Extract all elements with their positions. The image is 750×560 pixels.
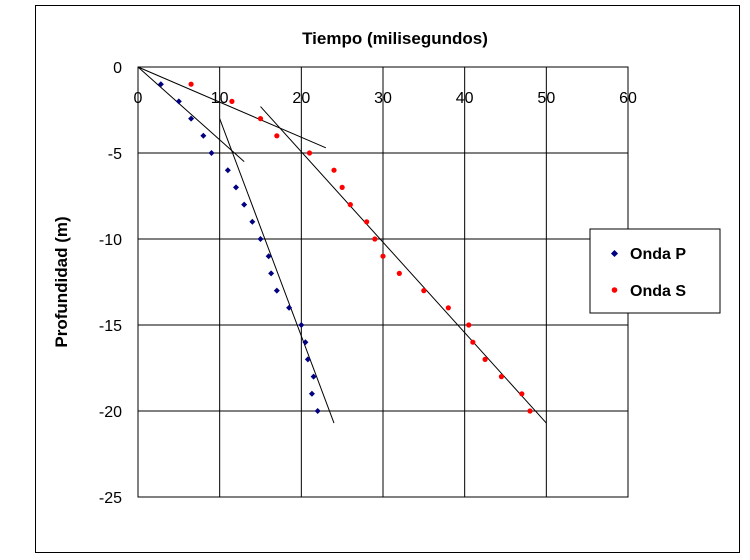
- data-point-onda-s: [339, 184, 345, 190]
- data-point-onda-s: [257, 116, 264, 122]
- data-point-onda-s: [372, 236, 378, 242]
- trendline: [260, 106, 547, 424]
- data-point-onda-p: [157, 81, 164, 88]
- data-point-onda-p: [257, 236, 264, 242]
- legend-marker-onda-p: [610, 249, 619, 258]
- data-point-onda-s: [421, 288, 427, 294]
- data-point-onda-s: [306, 150, 313, 156]
- data-point-onda-s: [445, 305, 451, 311]
- x-tick-label: 40: [456, 90, 474, 107]
- y-tick-label: 0: [113, 60, 122, 77]
- y-tick-label: -10: [99, 232, 122, 249]
- data-point-onda-s: [527, 408, 533, 414]
- data-point-onda-s: [396, 270, 402, 276]
- data-point-onda-p: [188, 115, 195, 122]
- legend-marker-onda-s: [611, 287, 618, 293]
- data-point-onda-p: [268, 270, 275, 277]
- data-point-onda-p: [310, 373, 317, 380]
- tick-labels-layer: 0 10 20 30 40 50 60 0 -5 -10 -15 -20 -25: [99, 60, 637, 507]
- data-point-onda-p: [241, 201, 248, 208]
- data-point-onda-s: [188, 81, 194, 87]
- data-point-onda-p: [233, 184, 239, 191]
- data-point-onda-p: [302, 339, 309, 346]
- legend-label-onda-s: Onda S: [630, 283, 686, 300]
- data-point-onda-s: [364, 219, 370, 225]
- legend-box: [589, 228, 721, 314]
- y-tick-label: -25: [99, 490, 122, 507]
- x-tick-label: 60: [619, 90, 637, 107]
- x-tick-label: 20: [292, 90, 310, 107]
- data-point-onda-p: [200, 132, 207, 139]
- data-points-layer: [157, 81, 533, 414]
- y-tick-label: -20: [99, 404, 122, 421]
- data-point-onda-s: [482, 356, 488, 362]
- data-point-onda-p: [298, 322, 305, 328]
- y-tick-label: -15: [99, 318, 122, 335]
- x-tick-label: 50: [537, 90, 555, 107]
- data-point-onda-p: [249, 218, 256, 225]
- data-point-onda-s: [519, 391, 525, 397]
- grid-layer: [137, 66, 629, 498]
- data-point-onda-s: [229, 98, 235, 104]
- trendline: [137, 66, 327, 149]
- data-point-onda-s: [498, 374, 505, 380]
- data-point-onda-p: [273, 287, 280, 294]
- trendline: [137, 66, 245, 162]
- data-point-onda-p: [286, 304, 293, 311]
- trendline: [219, 118, 335, 424]
- data-point-onda-s: [470, 339, 476, 345]
- data-point-onda-s: [466, 322, 472, 328]
- y-axis-label: Profundidad (m): [52, 216, 71, 347]
- legend: Onda P Onda S: [589, 228, 721, 314]
- data-point-onda-s: [331, 167, 337, 173]
- data-point-onda-p: [224, 167, 231, 174]
- x-tick-label: 30: [374, 90, 392, 107]
- legend-label-onda-p: Onda P: [630, 246, 686, 263]
- data-point-onda-p: [208, 150, 215, 156]
- data-point-onda-p: [308, 390, 315, 397]
- trendline-layer: [137, 66, 547, 424]
- data-point-onda-p: [265, 253, 272, 260]
- data-point-onda-p: [304, 356, 311, 363]
- x-tick-label: 10: [211, 90, 229, 107]
- data-point-onda-s: [347, 202, 353, 208]
- data-point-onda-p: [314, 408, 321, 414]
- data-point-onda-s: [274, 133, 280, 139]
- data-point-onda-p: [175, 98, 182, 105]
- data-point-onda-s: [380, 253, 386, 259]
- chart-title: Tiempo (milisegundos): [302, 29, 488, 48]
- x-tick-label: 0: [134, 90, 143, 107]
- y-tick-label: -5: [108, 146, 122, 163]
